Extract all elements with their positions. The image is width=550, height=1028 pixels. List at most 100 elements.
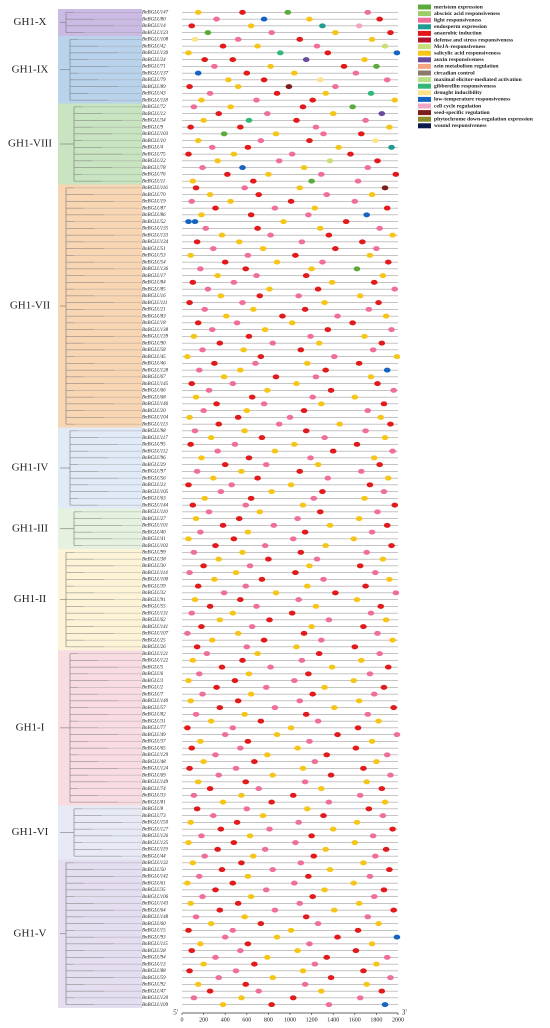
gene-label: BnBGLU7 [142,692,164,697]
cis-element [376,225,383,231]
cis-element [321,684,328,690]
cis-element [243,70,251,76]
cis-element [229,725,237,731]
cis-element [314,462,322,468]
cis-element [302,428,310,434]
cis-element [311,205,319,211]
cis-element [291,880,298,886]
cis-element [359,239,366,245]
cis-element [375,921,382,927]
cis-element [185,927,192,933]
cis-element [293,644,300,650]
cis-element [356,995,364,1001]
cis-element [208,637,216,643]
cis-element [330,705,338,711]
x-tick-label: 1800 [370,1017,382,1023]
legend-swatch [418,11,431,17]
cis-element [238,792,245,798]
gene-label: BnBGLU148 [142,915,169,920]
cis-element [308,266,315,272]
cis-element [215,421,223,427]
gene-label: BnBGLU95 [142,443,166,448]
cis-element [388,543,395,549]
cis-element [205,509,213,515]
gene-label: BnBGLU49 [142,733,166,738]
cis-element [389,826,396,832]
cis-element [301,981,309,987]
cis-element [299,765,307,771]
cis-element [267,63,274,69]
cis-element [211,360,218,366]
cis-element [390,907,397,913]
gene-label: BnBGLU92 [142,983,166,988]
gene-label: BnBGLU130 [142,51,169,56]
cis-element [314,286,322,292]
cis-element [251,759,258,765]
cis-element [264,752,271,758]
cis-element [247,23,255,29]
cis-element [213,401,220,407]
cis-element [242,502,250,508]
cis-element [197,738,204,744]
cis-element [239,9,246,15]
cis-element [366,873,374,879]
cis-element [391,97,399,103]
gene-label: BnBGLU5 [142,665,164,670]
cis-element [221,732,229,738]
cis-element [267,664,274,670]
gene-label: BnBGLU85 [142,287,166,292]
cis-element [227,198,234,204]
cis-element [244,738,252,744]
cis-element [305,873,312,879]
cis-element [316,77,324,83]
cis-element [229,381,237,387]
cis-element [389,637,396,643]
cis-element [292,570,299,576]
gene-label: BnBGLU61 [142,881,166,886]
cis-element [383,752,391,758]
cis-element [305,212,312,218]
gene-label: BnBGLU111 [142,301,167,306]
legend-label: drought inducibility [434,90,482,96]
cis-element [234,36,242,42]
gene-label: BnBGLU56 [142,476,166,481]
cis-element [188,745,196,751]
cis-element [378,786,386,792]
cis-element [234,698,242,704]
cis-element [268,799,275,805]
gene-label: BnBGLU54 [142,260,166,265]
cis-element [323,192,331,198]
cis-element [374,630,381,636]
gene-label: BnBGLU94 [142,956,166,961]
legend-label: cell cycle regulation [434,103,482,109]
gene-label: BnBGLU2 [142,686,164,691]
cis-element [376,462,383,468]
cis-element [194,9,202,15]
cis-element [205,387,213,393]
legend-label: seed-specific regulation [434,110,491,116]
gene-label: BnBGLU72 [142,105,166,110]
gene-label: BnBGLU91 [142,598,166,603]
cis-element [314,718,322,724]
gene-label: BnBGLU30 [142,564,166,569]
cis-element [280,219,287,225]
cis-element [241,185,248,191]
cis-element [200,759,207,765]
cis-element [379,813,387,819]
cis-element [380,887,388,893]
clade-label: GH1-I [16,721,45,733]
cis-element [384,475,392,481]
cis-element [375,718,382,724]
cis-element [286,414,294,420]
cis-element [374,158,381,164]
cis-element [189,178,197,184]
cis-element [364,408,372,414]
cis-element [315,651,323,657]
cis-element [387,975,394,981]
cis-element [383,954,391,960]
cis-element [269,772,277,778]
cis-element [368,529,376,535]
cis-element [296,900,304,906]
gene-label: BnBGLU62 [142,618,166,623]
gene-label: BnBGLU147 [142,11,169,16]
